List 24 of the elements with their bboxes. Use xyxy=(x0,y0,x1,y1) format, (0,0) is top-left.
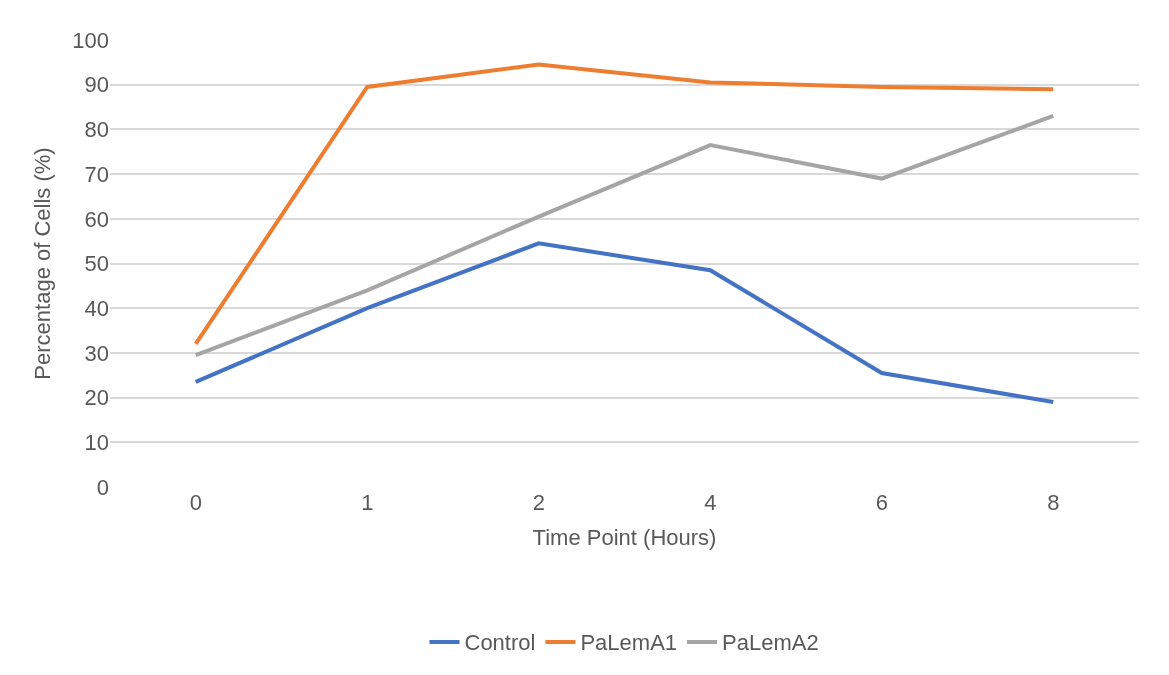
y-tick-label: 60 xyxy=(84,206,109,232)
x-tick-label: 4 xyxy=(704,490,717,515)
y-tick-label: 50 xyxy=(84,251,109,277)
x-tick-label: 6 xyxy=(875,490,888,515)
x-tick-label: 1 xyxy=(361,490,374,515)
y-tick-label: 90 xyxy=(84,72,109,98)
y-tick-label: 100 xyxy=(72,27,109,53)
legend-label: Control xyxy=(464,630,536,656)
legend-label: PaLemA1 xyxy=(580,630,678,656)
x-tick-label: 0 xyxy=(189,490,202,515)
x-tick-label: 8 xyxy=(1047,490,1060,515)
y-tick-label: 40 xyxy=(84,295,109,321)
line-series xyxy=(193,62,1056,346)
y-tick-label: 10 xyxy=(84,430,109,455)
line-series xyxy=(193,241,1056,405)
line-series xyxy=(193,113,1056,358)
legend-label: PaLemA2 xyxy=(722,630,819,656)
x-axis-title: Time Point (Hours) xyxy=(532,524,717,550)
x-tick-label: 2 xyxy=(532,490,545,515)
y-tick-label: 20 xyxy=(84,385,109,411)
y-tick-label: 80 xyxy=(84,117,109,143)
y-tick-label: 70 xyxy=(84,161,109,187)
y-tick-label: 30 xyxy=(84,340,109,366)
y-axis-title: Percentage of Cells (%) xyxy=(30,147,56,380)
